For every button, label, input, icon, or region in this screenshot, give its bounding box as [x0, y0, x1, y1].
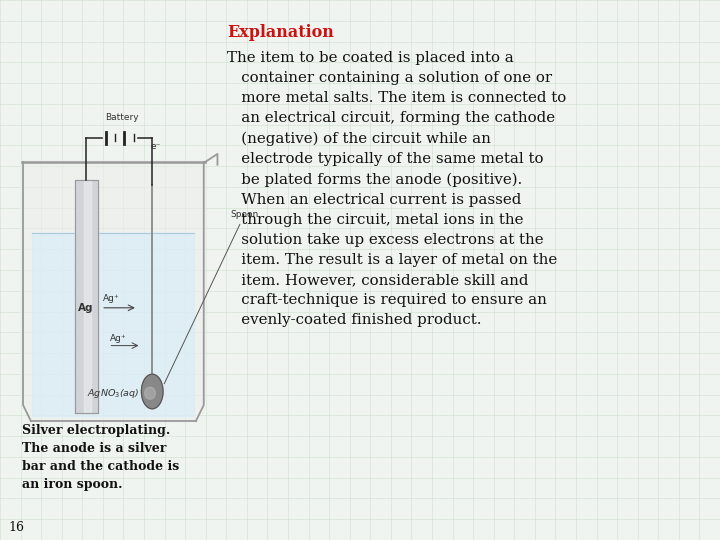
Polygon shape — [84, 180, 91, 413]
Text: Battery: Battery — [105, 112, 139, 122]
Text: Silver electroplating.
The anode is a silver
bar and the cathode is
an iron spoo: Silver electroplating. The anode is a si… — [22, 424, 179, 491]
Text: Ag⁺: Ag⁺ — [110, 334, 127, 343]
Text: Explanation: Explanation — [227, 24, 333, 41]
Text: Ag: Ag — [78, 303, 94, 313]
Text: Ag⁺: Ag⁺ — [103, 294, 120, 303]
Text: AgNO$_3$(aq): AgNO$_3$(aq) — [87, 387, 140, 400]
Polygon shape — [21, 161, 206, 421]
Ellipse shape — [141, 374, 163, 409]
Text: The item to be coated is placed into a
   container containing a solution of one: The item to be coated is placed into a c… — [227, 51, 566, 327]
Ellipse shape — [145, 387, 156, 399]
Text: e⁻: e⁻ — [150, 142, 161, 151]
Text: Spoon: Spoon — [164, 210, 258, 384]
Text: 16: 16 — [9, 521, 24, 534]
Polygon shape — [32, 233, 194, 416]
Polygon shape — [75, 180, 98, 413]
